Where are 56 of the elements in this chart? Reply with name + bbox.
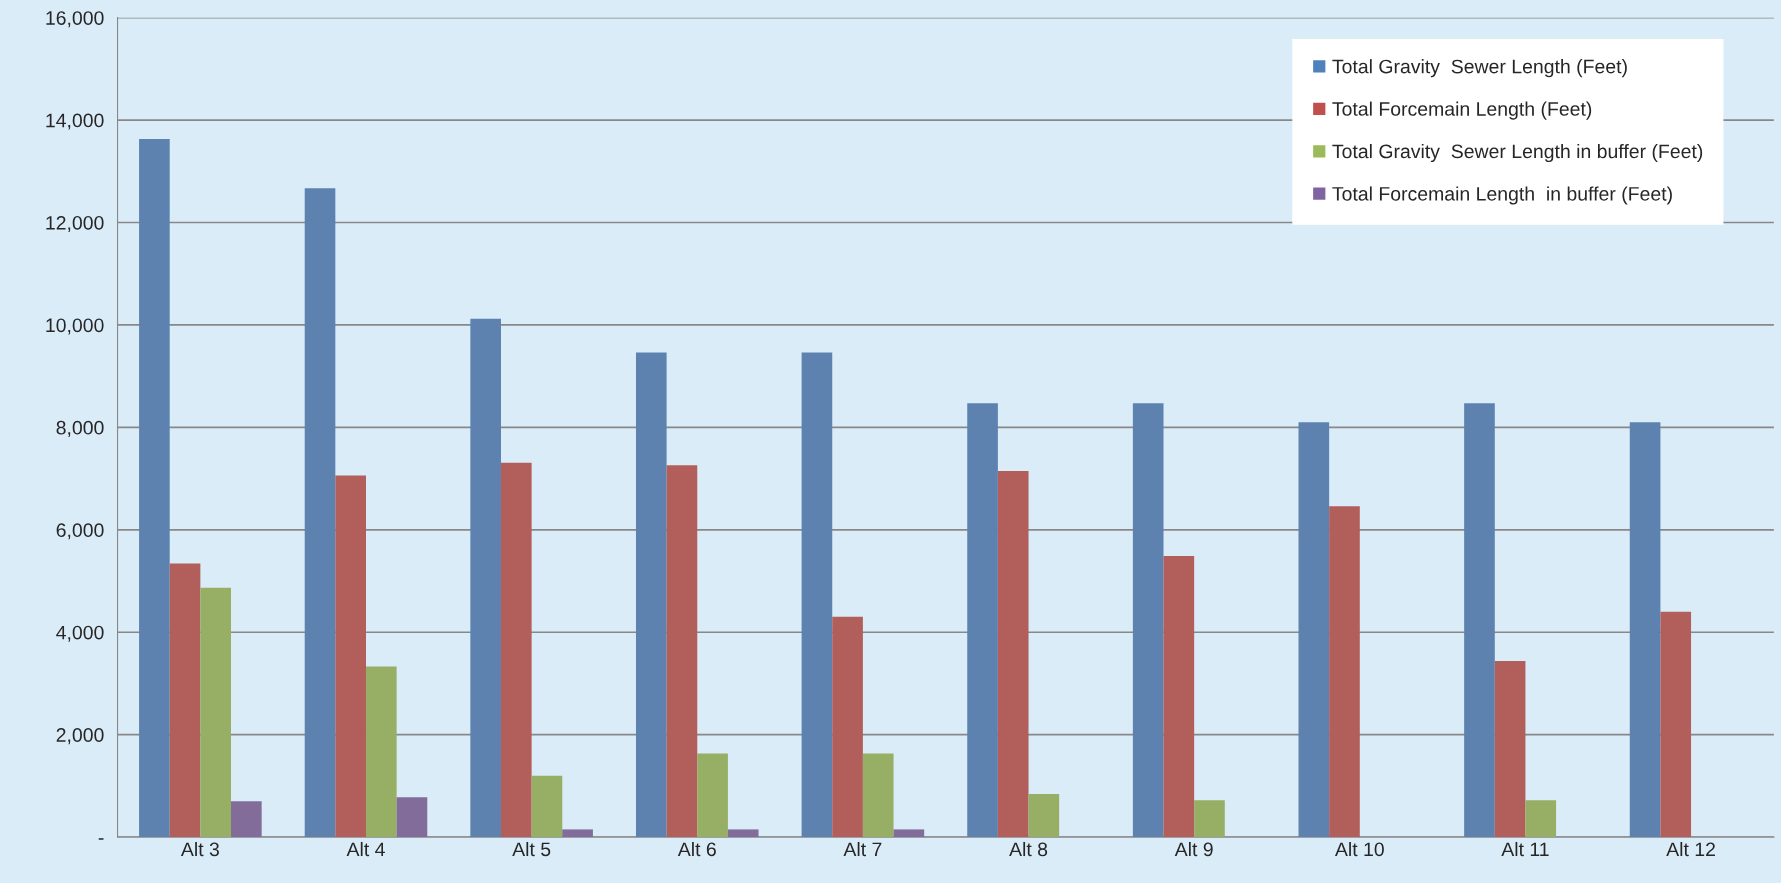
x-tick-label: Alt 10	[1334, 841, 1384, 857]
x-tick-label: Alt 11	[1501, 841, 1549, 857]
bar	[396, 797, 428, 838]
bar	[1028, 794, 1060, 838]
bar	[231, 801, 262, 838]
bar	[1660, 611, 1692, 838]
x-tick-label: Alt 8	[1009, 841, 1048, 857]
x-tick-label: Alt 3	[180, 841, 219, 857]
bar	[1525, 800, 1557, 838]
bar	[832, 616, 863, 838]
legend-label: Total Gravity Sewer Length (Feet)	[1332, 59, 1627, 78]
bar	[1629, 422, 1661, 838]
y-tick-label: 2,000	[56, 728, 104, 745]
bar	[304, 188, 336, 838]
y-tick-label: 8,000	[56, 420, 104, 437]
legend-label: Total Forcemain Length in buffer (Feet)	[1332, 186, 1672, 205]
y-tick-label: 14,000	[46, 113, 104, 130]
x-tick-label: Alt 6	[677, 841, 716, 857]
legend-label: Total Forcemain Length (Feet)	[1332, 101, 1592, 120]
bar	[727, 829, 759, 838]
bar	[862, 753, 894, 838]
y-tick-label: -	[98, 838, 104, 840]
bar	[635, 352, 667, 838]
legend-label: Total Gravity Sewer Length in buffer (Feet)	[1332, 143, 1703, 163]
y-tick-label: 6,000	[56, 523, 104, 540]
x-tick-label: Alt 5	[512, 841, 551, 857]
bar	[470, 318, 501, 838]
bar	[1298, 422, 1330, 838]
y-tick-label: 4,000	[56, 625, 104, 642]
bar	[1329, 506, 1360, 838]
bar	[500, 462, 532, 838]
bar	[1163, 555, 1195, 838]
bar	[697, 753, 728, 838]
bar	[893, 829, 925, 838]
y-tick-label: 12,000	[46, 215, 104, 233]
bar	[200, 587, 231, 838]
bar	[1132, 403, 1164, 838]
bar	[1494, 660, 1526, 838]
bar	[1194, 800, 1225, 838]
bar	[366, 666, 397, 838]
bar	[1464, 403, 1495, 838]
bar	[562, 829, 593, 838]
x-tick-label: Alt 7	[843, 841, 882, 857]
bar	[967, 403, 998, 838]
bar	[666, 465, 698, 838]
y-tick-label: 16,000	[46, 11, 104, 28]
bar	[139, 139, 170, 838]
x-tick-label: Alt 4	[346, 841, 385, 857]
y-tick-label: 10,000	[46, 318, 104, 335]
bar	[531, 775, 563, 838]
x-tick-label: Alt 12	[1666, 841, 1715, 857]
bar	[801, 352, 833, 838]
bar	[335, 475, 366, 838]
x-tick-label: Alt 9	[1174, 841, 1213, 857]
bar	[169, 563, 201, 838]
bar	[997, 470, 1029, 838]
